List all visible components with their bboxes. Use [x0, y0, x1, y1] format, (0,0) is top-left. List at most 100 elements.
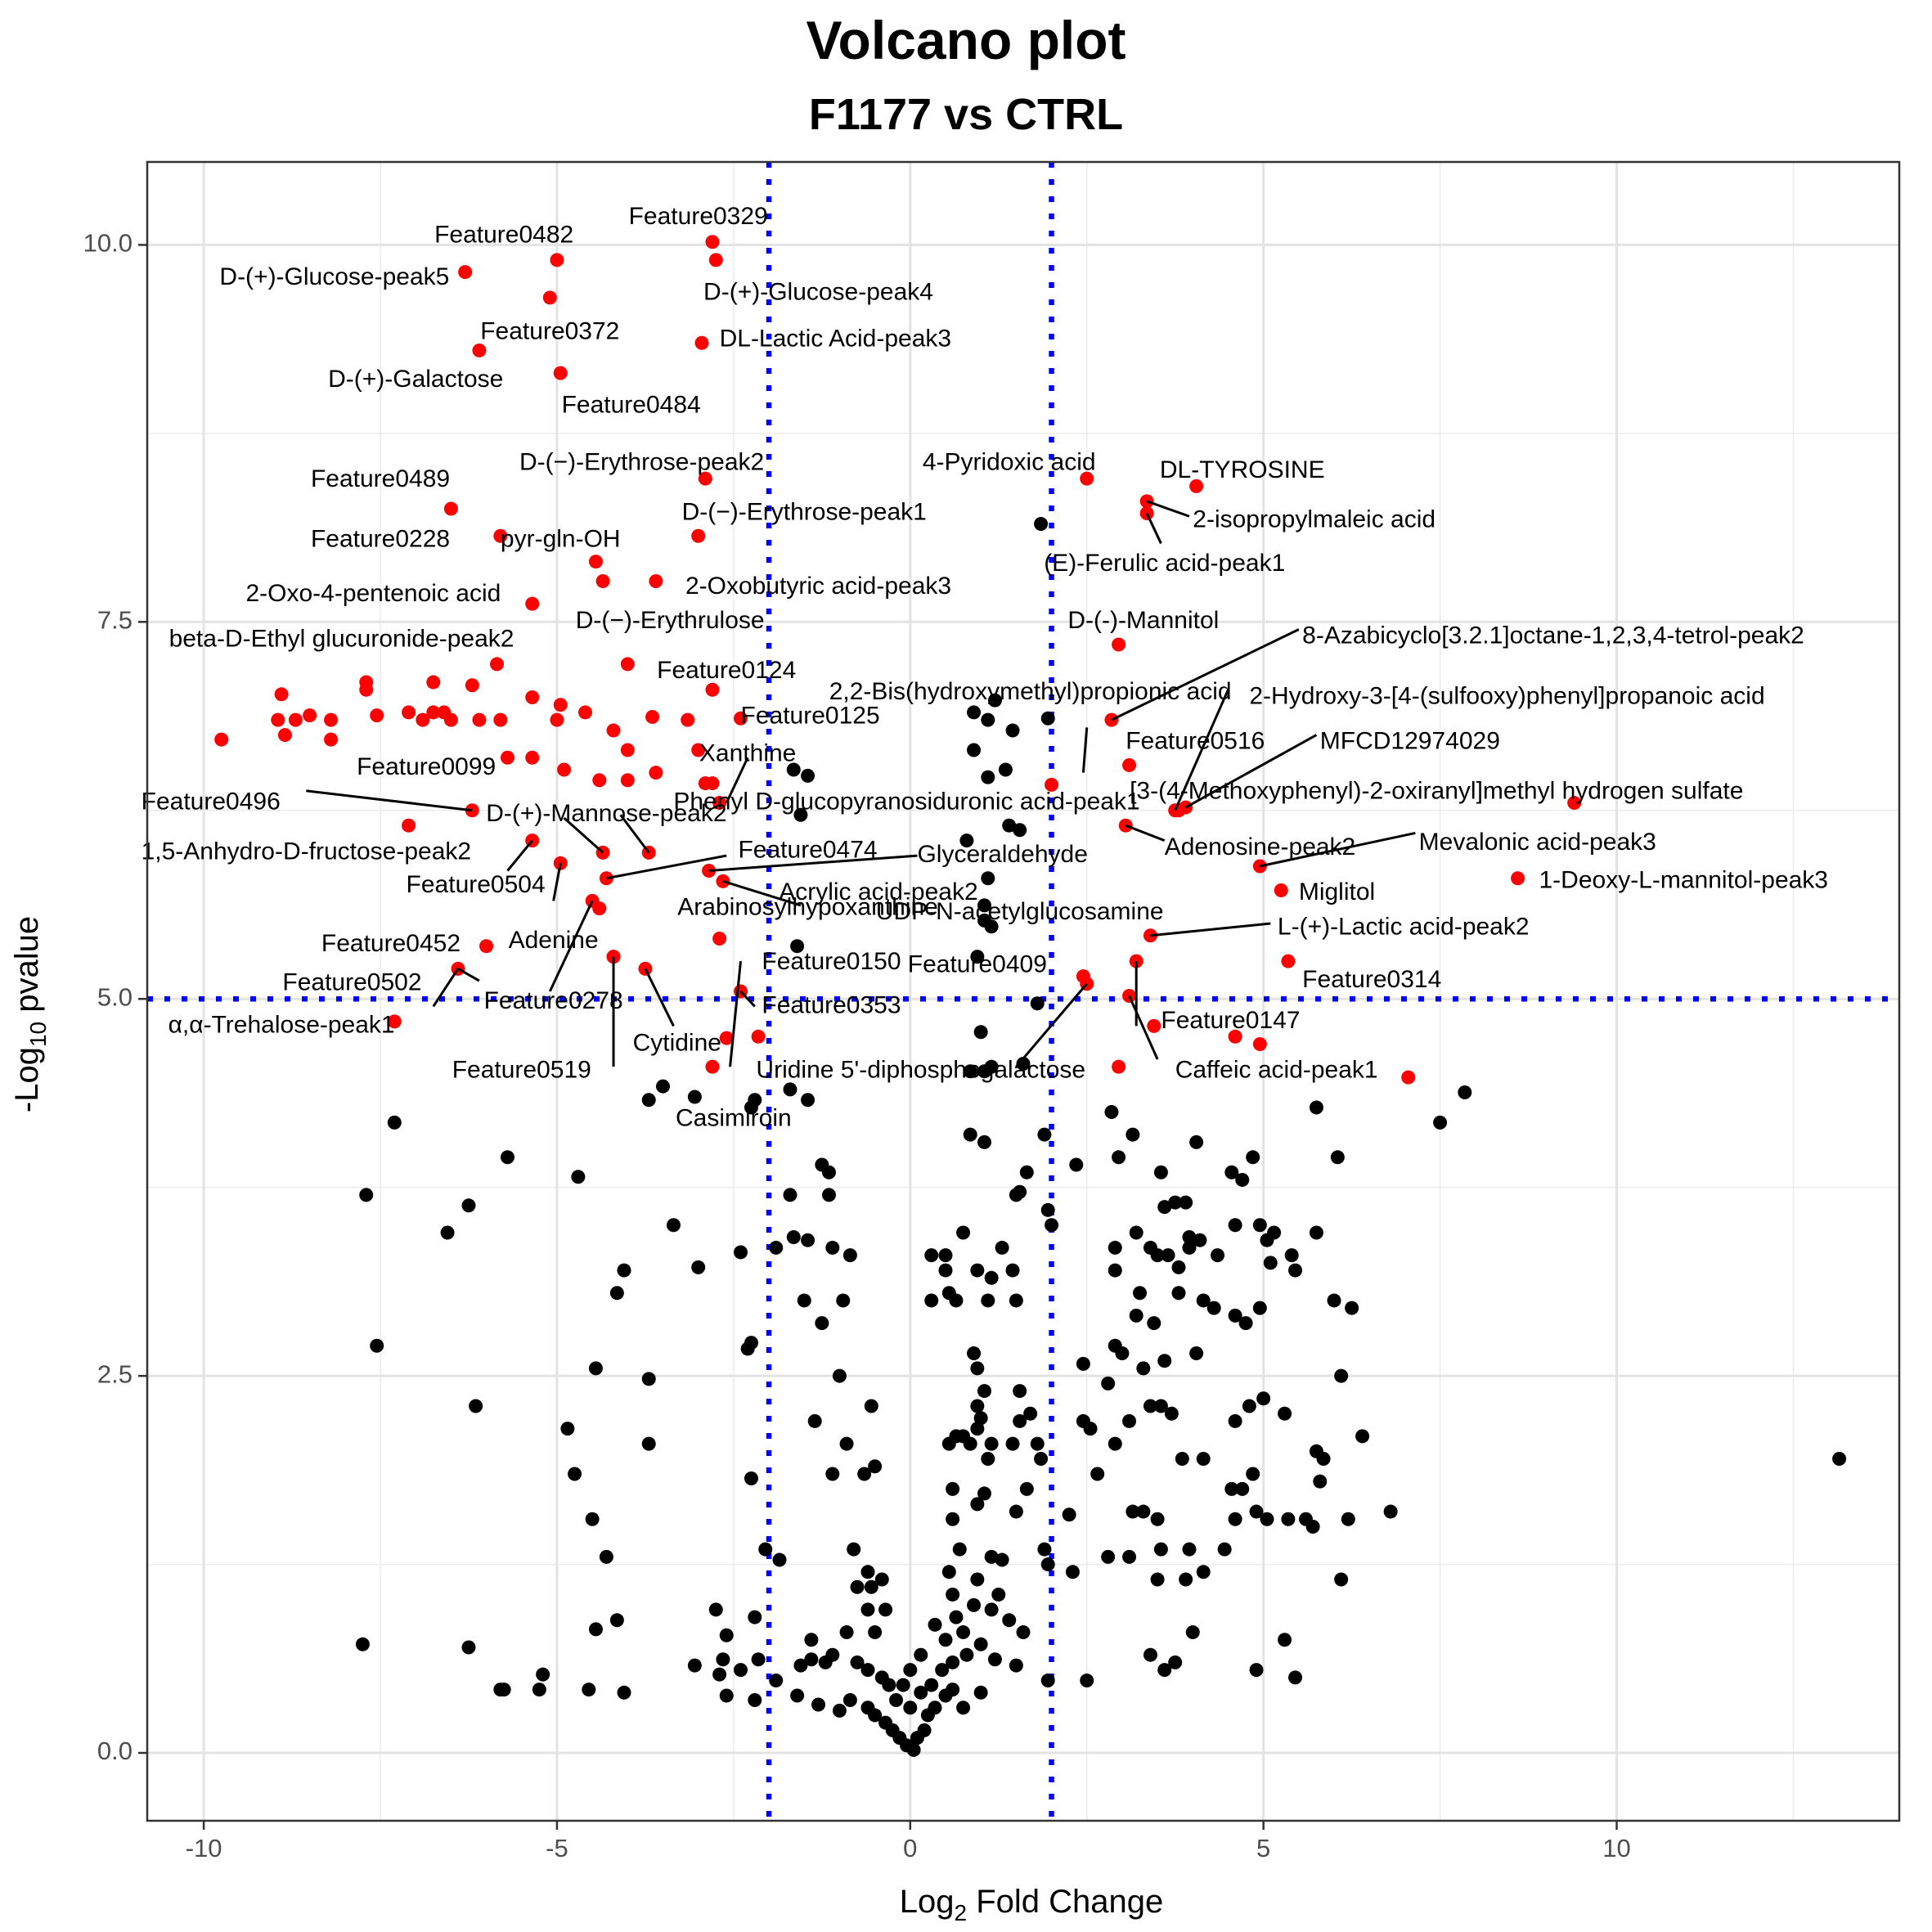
significant-point — [620, 657, 635, 672]
data-point — [868, 1459, 883, 1474]
data-point — [1164, 1406, 1179, 1421]
data-point — [970, 1497, 985, 1512]
significant-point — [303, 708, 317, 723]
data-point — [984, 1602, 999, 1617]
data-point — [1383, 1504, 1398, 1519]
significant-point — [705, 235, 720, 249]
data-point — [1013, 823, 1027, 838]
label-connector — [1184, 734, 1318, 809]
data-point — [783, 1188, 798, 1202]
data-point — [981, 1293, 995, 1308]
point-label: Feature0496 — [142, 788, 281, 815]
significant-point — [595, 574, 610, 589]
point-label: Mevalonic acid-peak3 — [1419, 829, 1656, 856]
significant-point — [588, 555, 603, 569]
data-point — [967, 1597, 982, 1612]
data-point — [1196, 1452, 1211, 1467]
significant-point — [274, 687, 289, 702]
data-point — [991, 1587, 1006, 1602]
data-point — [1136, 1504, 1151, 1519]
data-point — [1101, 1376, 1116, 1391]
data-point — [811, 1697, 826, 1712]
significant-point — [705, 776, 720, 791]
data-point — [1153, 1165, 1168, 1179]
data-point — [868, 1708, 883, 1723]
data-point — [860, 1565, 875, 1579]
data-point — [984, 1059, 999, 1074]
point-label: Feature0278 — [484, 987, 623, 1014]
data-point — [832, 1368, 847, 1383]
significant-point — [493, 528, 508, 543]
significant-point — [592, 773, 607, 788]
point-label: Feature0353 — [762, 991, 901, 1018]
data-point — [1104, 1104, 1119, 1119]
data-point — [1037, 1542, 1052, 1557]
point-label: 2-Hydroxy-3-[4-(sulfooxy)phenyl]propanoi… — [1249, 682, 1764, 709]
point-label: D-(-)-Mannitol — [1067, 607, 1219, 634]
y-tick-label: 0.0 — [97, 1737, 133, 1765]
data-point — [963, 1064, 977, 1079]
data-point — [1189, 1346, 1204, 1360]
data-point — [1129, 1308, 1143, 1323]
data-point — [850, 1579, 865, 1594]
data-point — [793, 1658, 808, 1673]
point-label: Uridine 5'-diphosphogalactose — [756, 1057, 1085, 1084]
data-point — [857, 1467, 872, 1481]
point-label: [3-(4-Methoxyphenyl)-2-oxiranyl]methyl h… — [1130, 778, 1743, 805]
point-label: D-(−)-Erythrose-peak1 — [682, 498, 927, 525]
data-point — [1013, 1184, 1027, 1199]
data-point — [1168, 1655, 1183, 1669]
data-point — [938, 1633, 953, 1647]
data-point — [1182, 1542, 1197, 1557]
data-point — [1108, 1436, 1122, 1451]
point-label: Miglitol — [1299, 878, 1375, 905]
significant-point — [734, 711, 748, 726]
point-label: D-(−)-Erythrulose — [576, 607, 765, 634]
data-point — [977, 1384, 991, 1399]
data-point — [984, 919, 999, 934]
point-label: D-(+)-Glucose-peak5 — [219, 263, 449, 290]
data-point — [973, 1685, 988, 1700]
data-point — [1458, 1085, 1472, 1100]
significant-point — [402, 818, 416, 833]
data-point — [1069, 1157, 1084, 1172]
significant-point — [479, 939, 494, 954]
significant-point — [525, 750, 540, 765]
data-point — [1153, 1542, 1168, 1557]
point-label: Feature0372 — [480, 317, 619, 344]
data-point — [500, 1150, 514, 1165]
point-label: (E)-Ferulic acid-peak1 — [1044, 550, 1285, 577]
label-connector — [725, 757, 749, 804]
point-label: Feature0314 — [1302, 966, 1441, 993]
data-point — [734, 1245, 748, 1260]
data-point — [938, 1263, 953, 1278]
data-point — [967, 743, 982, 757]
label-connector — [1015, 982, 1088, 1068]
data-point — [1211, 1248, 1225, 1263]
point-label: Casimiroin — [676, 1105, 792, 1132]
data-point — [977, 898, 991, 913]
data-point — [956, 1429, 971, 1444]
data-point — [952, 1542, 967, 1557]
x-axis-label: Log2 Fold Change — [900, 1884, 1163, 1925]
data-point — [903, 1663, 918, 1678]
point-label: Feature0409 — [908, 951, 1047, 978]
data-point — [804, 1633, 819, 1647]
significant-point — [493, 712, 508, 727]
data-point — [1034, 516, 1049, 531]
significant-point — [553, 366, 568, 380]
data-point — [1030, 996, 1045, 1011]
significant-point — [370, 708, 384, 723]
data-point — [946, 1481, 960, 1496]
significant-point — [542, 290, 557, 305]
data-point — [1090, 1467, 1105, 1481]
x-axis-label-sub: 2 — [955, 1900, 968, 1925]
data-point — [1037, 1127, 1052, 1142]
data-point — [949, 1293, 964, 1308]
significant-point — [649, 574, 663, 589]
data-point — [1005, 1263, 1020, 1278]
data-point — [984, 1270, 999, 1285]
data-point — [1281, 1512, 1296, 1526]
significant-point — [550, 712, 564, 727]
point-label: Phenyl D-glucopyranosiduronic acid-peak1 — [673, 788, 1139, 815]
